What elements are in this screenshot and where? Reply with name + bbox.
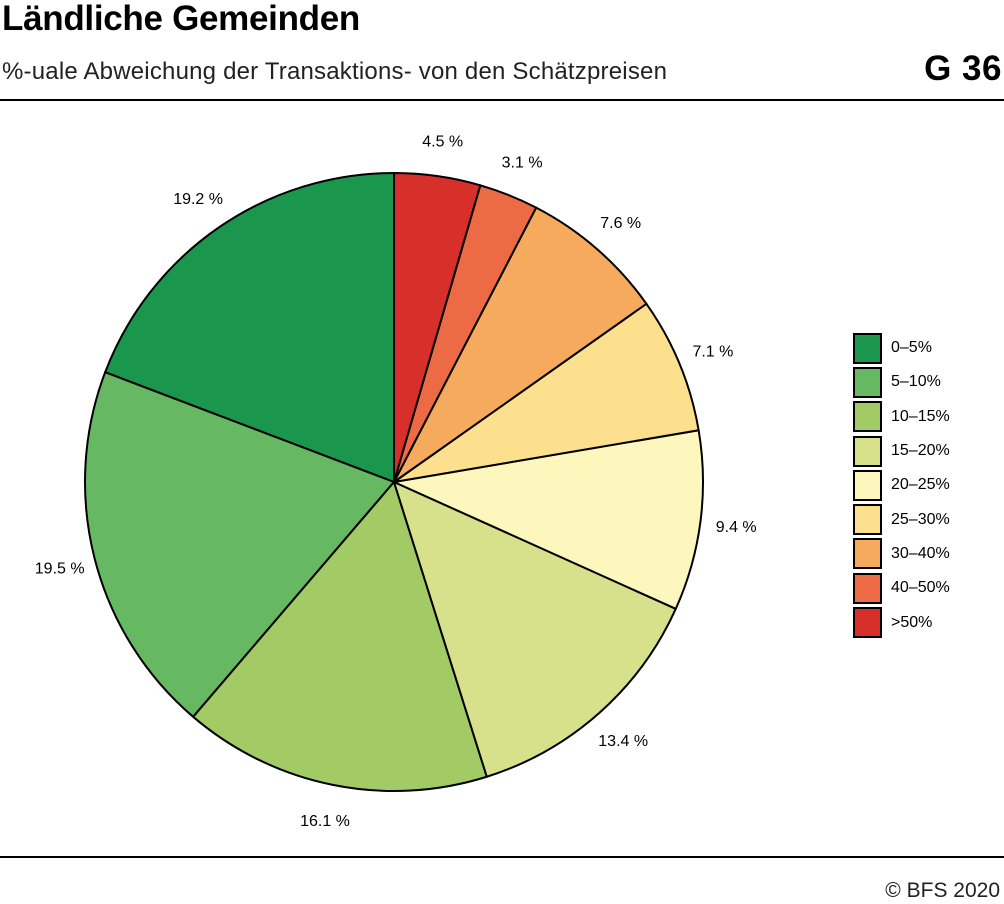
pie-slice-30-40 [393, 206, 648, 483]
legend-label: 10–15% [891, 407, 950, 425]
pie-slice-20-25 [393, 429, 704, 610]
legend-item-5-10: 5–10% [853, 365, 950, 399]
legend-item-10-15: 10–15% [853, 400, 950, 434]
legend-item-0-5: 0–5% [853, 331, 950, 365]
legend-swatch [853, 469, 882, 501]
value-label-0-5: 19.2 % [173, 191, 223, 208]
pie-slice-over-50 [393, 172, 482, 483]
value-label-20-25: 9.4 % [716, 519, 757, 536]
legend-label: 25–30% [891, 510, 950, 528]
legend-label: 40–50% [891, 579, 950, 597]
legend-swatch [853, 435, 882, 467]
legend-label: 5–10% [891, 373, 941, 391]
legend-swatch [853, 504, 882, 536]
source-note: © BFS 2020 [885, 879, 1000, 902]
pie-slice-15-20 [393, 481, 677, 778]
legend-item-15-20: 15–20% [853, 434, 950, 468]
legend-swatch [853, 401, 882, 433]
legend-item-40-50: 40–50% [853, 571, 950, 605]
legend-label: 15–20% [891, 442, 950, 460]
pie-slice-5-10 [84, 371, 395, 718]
footer-divider [0, 856, 1004, 858]
legend-item-25-30: 25–30% [853, 502, 950, 536]
legend-swatch [853, 538, 882, 570]
legend-label: 30–40% [891, 544, 950, 562]
legend: 0–5% 5–10% 10–15% 15–20% 20–25% 25–30% 30–40% 4… [853, 331, 950, 640]
legend-label: >50% [891, 613, 933, 631]
value-label-30-40: 7.6 % [600, 215, 641, 232]
legend-label: 0–5% [891, 339, 932, 357]
legend-item-30-40: 30–40% [853, 537, 950, 571]
chart-title: Ländliche Gemeinden [2, 0, 360, 38]
value-label-10-15: 16.1 % [300, 813, 350, 830]
value-label-5-10: 19.5 % [35, 560, 85, 577]
pie-slice-25-30 [393, 302, 700, 483]
pie-slice-10-15 [192, 481, 488, 792]
legend-swatch [853, 607, 882, 639]
pie-slices [84, 172, 704, 792]
value-label-40-50: 3.1 % [502, 155, 543, 172]
pie-slice-0-5 [104, 172, 395, 483]
legend-item-over-50: >50% [853, 605, 950, 639]
legend-label: 20–25% [891, 476, 950, 494]
pie-value-labels: 19.2 % 19.5 % 16.1 % 13.4 % 9.4 % 7.1 % 7.6 % 3… [35, 133, 757, 830]
legend-swatch [853, 332, 882, 364]
value-label-over-50: 4.5 % [422, 133, 463, 150]
legend-swatch [853, 366, 882, 398]
legend-swatch [853, 572, 882, 604]
chart-subtitle: %-uale Abweichung der Transaktions- von … [2, 58, 668, 85]
value-label-15-20: 13.4 % [598, 733, 648, 750]
header-divider [0, 99, 1004, 101]
chart-number: G 36 [924, 49, 1002, 88]
value-label-25-30: 7.1 % [692, 343, 733, 360]
legend-item-20-25: 20–25% [853, 468, 950, 502]
